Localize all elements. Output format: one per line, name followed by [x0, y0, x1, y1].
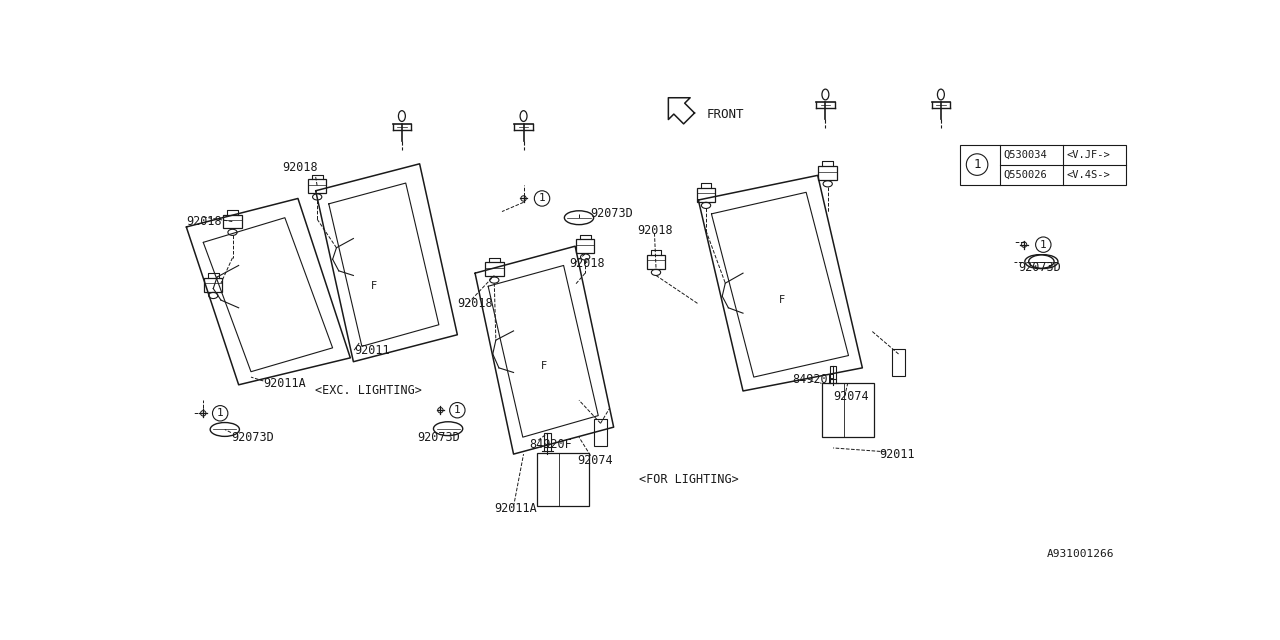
Text: Q550026: Q550026 — [1004, 170, 1047, 180]
Bar — [892, 349, 905, 376]
Text: 92011A: 92011A — [264, 377, 306, 390]
Text: 1: 1 — [1039, 239, 1047, 250]
Bar — [576, 239, 594, 253]
Text: 92018: 92018 — [283, 161, 319, 174]
Text: 92018: 92018 — [570, 257, 604, 269]
Text: 1: 1 — [454, 405, 461, 415]
Text: 92018: 92018 — [187, 215, 221, 228]
Bar — [536, 452, 589, 506]
Bar — [594, 419, 607, 447]
Bar — [696, 188, 716, 202]
Text: 92073D: 92073D — [417, 431, 460, 444]
Text: 92073D: 92073D — [590, 207, 634, 220]
Text: <V.JF->: <V.JF-> — [1066, 150, 1110, 159]
Text: <FOR LIGHTING>: <FOR LIGHTING> — [639, 473, 739, 486]
Text: 92011A: 92011A — [494, 502, 538, 515]
Bar — [204, 278, 223, 292]
Text: 92011: 92011 — [879, 447, 915, 461]
Text: F: F — [780, 295, 786, 305]
Text: 92018: 92018 — [636, 224, 672, 237]
Text: <EXC. LIGHTING>: <EXC. LIGHTING> — [315, 385, 422, 397]
Bar — [544, 433, 550, 447]
Text: 92074: 92074 — [833, 390, 869, 403]
Text: 92074: 92074 — [577, 454, 613, 467]
Text: 84920F: 84920F — [529, 438, 572, 451]
Text: A931001266: A931001266 — [1047, 549, 1115, 559]
Bar — [223, 214, 242, 228]
Text: Q530034: Q530034 — [1004, 150, 1047, 159]
Text: F: F — [540, 360, 547, 371]
Text: 1: 1 — [539, 193, 545, 204]
Text: 1: 1 — [216, 408, 224, 419]
Bar — [818, 166, 837, 180]
Bar — [485, 262, 503, 276]
Text: F: F — [371, 281, 378, 291]
Text: 84920F: 84920F — [792, 373, 835, 386]
Text: 92073D: 92073D — [230, 431, 274, 444]
Bar — [646, 255, 666, 269]
Bar — [308, 179, 326, 193]
Text: FRONT: FRONT — [707, 108, 745, 122]
Text: 92018: 92018 — [457, 298, 493, 310]
Bar — [960, 145, 1125, 184]
Bar — [822, 383, 874, 437]
Bar — [829, 365, 836, 380]
Text: 92073D: 92073D — [1018, 261, 1061, 275]
Text: 92011: 92011 — [355, 344, 390, 356]
Text: <V.4S->: <V.4S-> — [1066, 170, 1110, 180]
Text: 1: 1 — [973, 158, 980, 171]
